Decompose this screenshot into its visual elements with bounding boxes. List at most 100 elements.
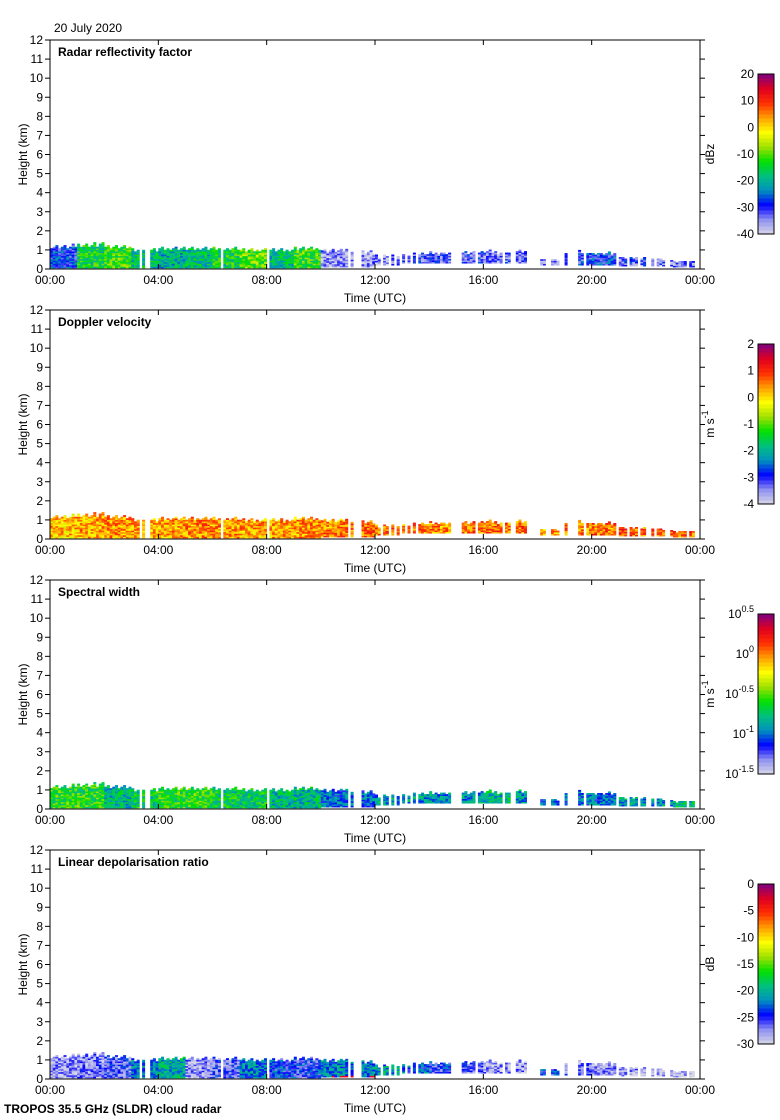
- data-cell: [150, 260, 154, 263]
- data-cell: [518, 531, 522, 534]
- data-cell: [171, 254, 175, 257]
- data-cell: [185, 797, 189, 800]
- data-cell: [193, 257, 197, 260]
- data-cell: [204, 521, 208, 524]
- data-cell: [464, 521, 468, 523]
- data-cell: [231, 803, 235, 806]
- data-cell: [491, 257, 495, 260]
- data-cell: [190, 791, 194, 794]
- data-cell: [50, 251, 54, 254]
- data-cell: [209, 801, 213, 804]
- data-cell: [597, 256, 601, 258]
- data-cell: [109, 525, 113, 528]
- data-cell: [315, 258, 319, 261]
- data-cell: [329, 251, 333, 254]
- data-cell: [106, 797, 110, 800]
- data-cell: [66, 249, 70, 252]
- colorbar-segment: [758, 182, 774, 187]
- data-cell: [180, 266, 184, 269]
- data-cell: [318, 522, 322, 525]
- data-cell: [93, 535, 97, 537]
- data-cell: [85, 531, 89, 534]
- data-cell: [258, 257, 262, 260]
- data-cell: [69, 533, 73, 536]
- data-cell: [524, 525, 528, 528]
- data-cell: [499, 257, 503, 260]
- data-cell: [643, 257, 647, 259]
- x-tick-label: 16:00: [468, 543, 498, 557]
- data-cell: [79, 519, 83, 522]
- data-cell: [90, 801, 94, 804]
- data-cell: [123, 791, 127, 794]
- data-cell: [464, 522, 468, 525]
- data-cell: [204, 522, 208, 525]
- data-cell: [106, 786, 110, 789]
- data-cell: [277, 249, 281, 252]
- data-cell: [209, 805, 213, 807]
- data-cell: [58, 266, 62, 269]
- x-tick-label: 04:00: [143, 543, 173, 557]
- data-cell: [117, 797, 121, 800]
- data-cell: [589, 263, 593, 266]
- data-cell: [171, 252, 175, 255]
- data-cell: [342, 259, 346, 262]
- data-cell: [366, 521, 370, 524]
- data-cell: [350, 523, 354, 526]
- data-cell: [171, 803, 175, 806]
- data-cell: [125, 251, 129, 254]
- data-cell: [152, 533, 156, 536]
- data-cell: [190, 531, 194, 534]
- data-cell: [242, 265, 246, 267]
- data-cell: [69, 251, 73, 254]
- colorbar-segment: [758, 408, 774, 413]
- data-cell: [101, 786, 105, 789]
- colorbar-frame: [757, 343, 775, 505]
- data-cell: [82, 257, 86, 260]
- data-cell: [228, 265, 232, 267]
- data-cell: [521, 252, 525, 255]
- data-cell: [402, 524, 406, 526]
- data-cell: [125, 263, 129, 266]
- data-cell: [125, 525, 129, 528]
- data-cell: [269, 522, 273, 525]
- data-cell: [226, 535, 230, 537]
- data-cell: [586, 257, 590, 260]
- data-cell: [255, 522, 259, 525]
- data-cell: [85, 516, 89, 519]
- data-cell: [193, 806, 197, 809]
- data-cell: [188, 535, 192, 537]
- data-cell: [185, 266, 189, 269]
- data-cell: [115, 801, 119, 804]
- data-cell: [293, 528, 297, 531]
- data-cell: [87, 803, 91, 806]
- data-cell: [115, 519, 119, 522]
- data-cell: [128, 803, 132, 806]
- data-cell: [326, 261, 330, 263]
- data-cell: [85, 254, 89, 257]
- data-cell: [188, 261, 192, 264]
- data-cell: [369, 253, 373, 256]
- data-cell: [486, 524, 490, 526]
- data-cell: [215, 527, 219, 530]
- data-cell: [190, 257, 194, 260]
- data-cell: [272, 518, 276, 521]
- data-cell: [115, 249, 119, 252]
- data-cell: [201, 797, 205, 800]
- data-cell: [55, 515, 59, 517]
- data-cell: [643, 528, 647, 531]
- data-cell: [312, 266, 316, 269]
- data-cell: [128, 261, 132, 264]
- data-cell: [223, 260, 227, 263]
- data-cell: [87, 524, 91, 527]
- data-cell: [521, 261, 525, 264]
- data-cell: [85, 518, 89, 521]
- data-cell: [182, 795, 186, 798]
- data-cell: [171, 261, 175, 264]
- data-cell: [207, 255, 211, 258]
- data-cell: [594, 533, 598, 536]
- data-cell: [245, 528, 249, 531]
- data-cell: [236, 798, 240, 801]
- data-cell: [163, 535, 167, 537]
- data-cell: [672, 261, 676, 263]
- data-cell: [440, 260, 444, 263]
